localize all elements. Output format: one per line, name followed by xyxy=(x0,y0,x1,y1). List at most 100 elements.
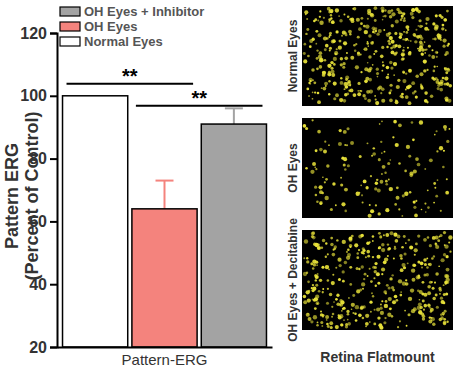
y-tick-label: 100 xyxy=(20,87,47,104)
panel-dot xyxy=(421,209,423,211)
panel-dot xyxy=(391,50,395,54)
panel-dot xyxy=(413,33,416,36)
panel-dot xyxy=(367,9,371,13)
panel-dot xyxy=(431,55,435,59)
panel-dot xyxy=(335,30,338,33)
panel-dot xyxy=(313,81,316,84)
panel-dot xyxy=(333,301,335,303)
panel-dot xyxy=(404,192,408,196)
panel: OH Eyes + Decitabine xyxy=(286,218,453,342)
panel-dot xyxy=(403,19,406,22)
panel-dot xyxy=(394,203,397,206)
panel-dot xyxy=(324,48,327,51)
panel-dot xyxy=(395,299,398,302)
panel-dot xyxy=(318,290,321,293)
panel-dot xyxy=(348,30,352,34)
panel-dot xyxy=(319,201,323,205)
panel-dot xyxy=(384,317,386,319)
panel-dot xyxy=(357,82,360,85)
panel-dot xyxy=(376,68,379,71)
panel-dot xyxy=(322,288,324,290)
panel-dot xyxy=(333,63,336,66)
panel-dot xyxy=(329,321,333,325)
panel-dot xyxy=(412,263,415,266)
panel-dot xyxy=(424,263,427,266)
panel-dot xyxy=(342,66,345,69)
panel-dot xyxy=(347,80,350,83)
panel-dot xyxy=(442,166,445,169)
panel-dot xyxy=(448,43,450,45)
panel-dot xyxy=(372,31,375,34)
panel-dot xyxy=(315,194,318,197)
panel-dot xyxy=(371,292,373,294)
legend-label: OH Eyes xyxy=(84,19,137,34)
panel-dot xyxy=(330,237,333,240)
panel-dot xyxy=(305,167,308,170)
y-tick-label: 120 xyxy=(20,25,47,42)
panel-dot xyxy=(354,243,358,247)
panel-dot xyxy=(434,25,438,29)
panel-dot xyxy=(444,53,447,56)
panel-dot xyxy=(355,305,359,309)
panel-dot xyxy=(410,12,414,16)
panel-dot xyxy=(395,44,398,47)
panel-dot xyxy=(314,91,316,93)
x-axis-line xyxy=(58,347,273,349)
panel-dot xyxy=(323,150,327,154)
panel-dot xyxy=(360,234,364,238)
panel-dot xyxy=(433,70,436,73)
panel-dot xyxy=(366,42,368,44)
panel-dot xyxy=(315,275,319,279)
legend-label: OH Eyes + Inhibitor xyxy=(84,4,204,19)
panel-dot xyxy=(383,261,387,265)
panel-dot xyxy=(338,142,342,146)
panel-dot xyxy=(367,68,371,72)
panel-dot xyxy=(445,191,449,195)
panel-dot xyxy=(415,96,418,99)
panel-dot xyxy=(434,38,437,41)
legend-item: OH Eyes + Inhibitor xyxy=(60,4,204,19)
panel-dot xyxy=(391,274,393,276)
panel-dot xyxy=(388,286,391,289)
panel-dot xyxy=(369,321,371,323)
panel-dot xyxy=(315,149,318,152)
panel-dot xyxy=(360,22,363,25)
panel-dot xyxy=(353,44,356,47)
panel-dot xyxy=(375,284,377,286)
panel-dot xyxy=(442,77,445,80)
panel-dot xyxy=(360,71,362,73)
panel-dot xyxy=(415,74,419,78)
panel-dot xyxy=(378,323,382,327)
panel-dot xyxy=(440,258,444,262)
panel-dot xyxy=(320,321,323,324)
panel-dot xyxy=(367,99,371,103)
panel-dot xyxy=(314,166,316,168)
panel-dot xyxy=(398,279,402,283)
panel-dot xyxy=(377,188,381,192)
panel-dot xyxy=(329,49,331,51)
panel-dot xyxy=(380,304,382,306)
panel-dot xyxy=(362,94,365,97)
panel-dot xyxy=(370,280,373,283)
panel-dot xyxy=(418,19,421,22)
panel-dot xyxy=(444,96,448,100)
panel-dot xyxy=(341,35,343,37)
panel-dot xyxy=(309,83,311,85)
panel-dot xyxy=(330,14,332,16)
panel-dot xyxy=(312,119,314,121)
panel-dot xyxy=(411,9,414,12)
panel-dot xyxy=(422,315,425,318)
panel-dot xyxy=(326,323,329,326)
panel-dot xyxy=(347,313,350,316)
panel-dot xyxy=(324,82,328,86)
panel-dot xyxy=(436,150,438,152)
panel-dot xyxy=(323,17,325,19)
panel-dot xyxy=(359,192,361,194)
panel-dot xyxy=(445,29,447,31)
panel-dot xyxy=(447,68,450,71)
panel-dot xyxy=(343,14,345,16)
panel-dot xyxy=(312,284,314,286)
panel-dot xyxy=(317,322,319,324)
panel-dot xyxy=(392,136,394,138)
panel-dot xyxy=(338,315,342,319)
